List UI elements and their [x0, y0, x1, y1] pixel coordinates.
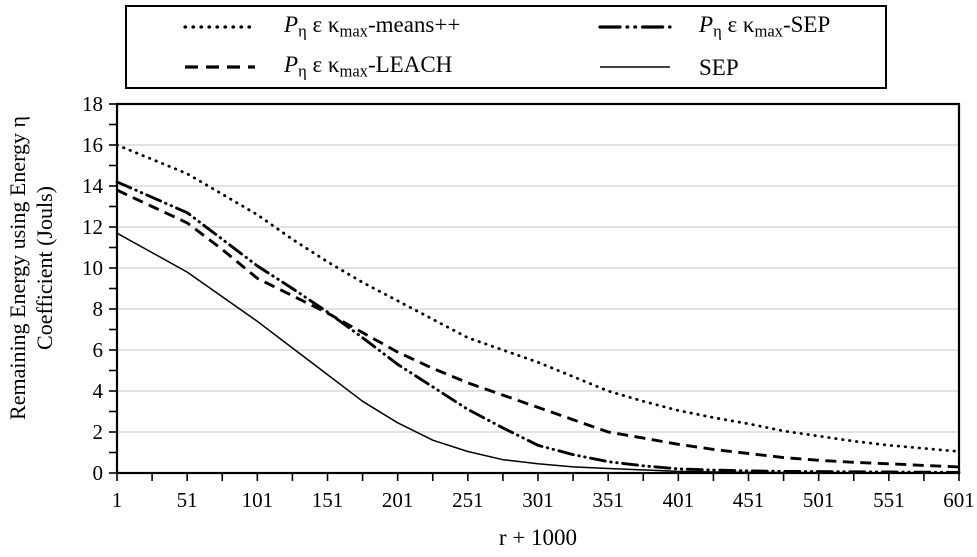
plot-frame — [115, 102, 961, 475]
x-tick-label: 201 — [382, 488, 414, 512]
x-tick-label: 1 — [112, 488, 123, 512]
legend-marker-dashdotdot-icon — [598, 25, 672, 29]
x-tick-label: 601 — [943, 488, 975, 512]
x-tick-label: 251 — [452, 488, 484, 512]
x-tick-label: 451 — [733, 488, 765, 512]
x-tick-label: 501 — [803, 488, 835, 512]
legend-marker-dashed-icon — [185, 65, 255, 69]
x-tick-label: 301 — [522, 488, 554, 512]
x-tick-label: 151 — [312, 488, 344, 512]
legend-marker-solid-icon — [600, 66, 670, 68]
legend-label-segment: ε κ — [306, 12, 340, 38]
legend-label: Pη ε κmax-means++ — [284, 13, 460, 40]
y-tick-label: 16 — [82, 133, 103, 157]
legend-label-segment: η — [298, 62, 307, 82]
legend-label-segment: P — [284, 12, 299, 38]
legend-label-segment: SEP — [699, 54, 739, 80]
legend-label-segment: -means++ — [367, 12, 461, 38]
legend-label: Pη ε κmax-SEP — [699, 13, 830, 40]
x-tick-label: 101 — [242, 488, 274, 512]
y-tick-label: 0 — [93, 461, 104, 485]
y-tick-label: 14 — [82, 174, 104, 198]
series-line-dotted — [115, 143, 961, 453]
legend-label-segment: P — [699, 12, 714, 38]
legend-label-segment: max — [339, 62, 368, 82]
y-axis-title-line: Coefficient (Jouls) — [32, 186, 57, 350]
series-line-solid — [116, 232, 960, 474]
y-axis-title-line: Remaining Energy using Energy η — [5, 116, 30, 420]
y-tick-label: 6 — [93, 338, 104, 362]
y-tick-label: 18 — [82, 92, 103, 116]
legend-label-segment: max — [754, 22, 783, 42]
legend-entry-dashdotdot: Pη ε κmax-SEP — [506, 7, 885, 47]
x-tick-label: 51 — [177, 488, 198, 512]
series-line-dashed — [116, 188, 960, 469]
legend-entry-dotted: Pη ε κmax-means++ — [127, 7, 506, 47]
y-tick-label: 10 — [82, 256, 103, 280]
x-tick-label: 351 — [592, 488, 624, 512]
series-line-dashdotdot — [115, 180, 961, 474]
chart-legend: Pη ε κmax-means++ Pη ε κmax-LEACH Pη ε κma… — [125, 5, 887, 89]
legend-label-segment: η — [298, 22, 307, 42]
legend-label-segment: ε κ — [721, 12, 755, 38]
legend-label-segment: ε κ — [306, 52, 340, 78]
legend-label: SEP — [699, 56, 739, 79]
x-tick-label: 551 — [873, 488, 905, 512]
y-tick-label: 4 — [93, 379, 104, 403]
y-tick-label: 12 — [82, 215, 103, 239]
legend-label: Pη ε κmax-LEACH — [284, 53, 452, 80]
y-tick-label: 2 — [93, 420, 104, 444]
y-tick-label: 8 — [93, 297, 104, 321]
legend-label-segment: -LEACH — [367, 52, 453, 78]
x-tick-label: 401 — [663, 488, 695, 512]
legend-label-segment: η — [713, 22, 722, 42]
legend-entry-solid: SEP — [506, 47, 885, 87]
legend-label-segment: -SEP — [782, 12, 831, 38]
x-axis-title: r + 1000 — [499, 525, 577, 550]
legend-entry-dashed: Pη ε κmax-LEACH — [127, 47, 506, 87]
legend-label-segment: max — [339, 22, 368, 42]
legend-label-segment: P — [284, 52, 299, 78]
